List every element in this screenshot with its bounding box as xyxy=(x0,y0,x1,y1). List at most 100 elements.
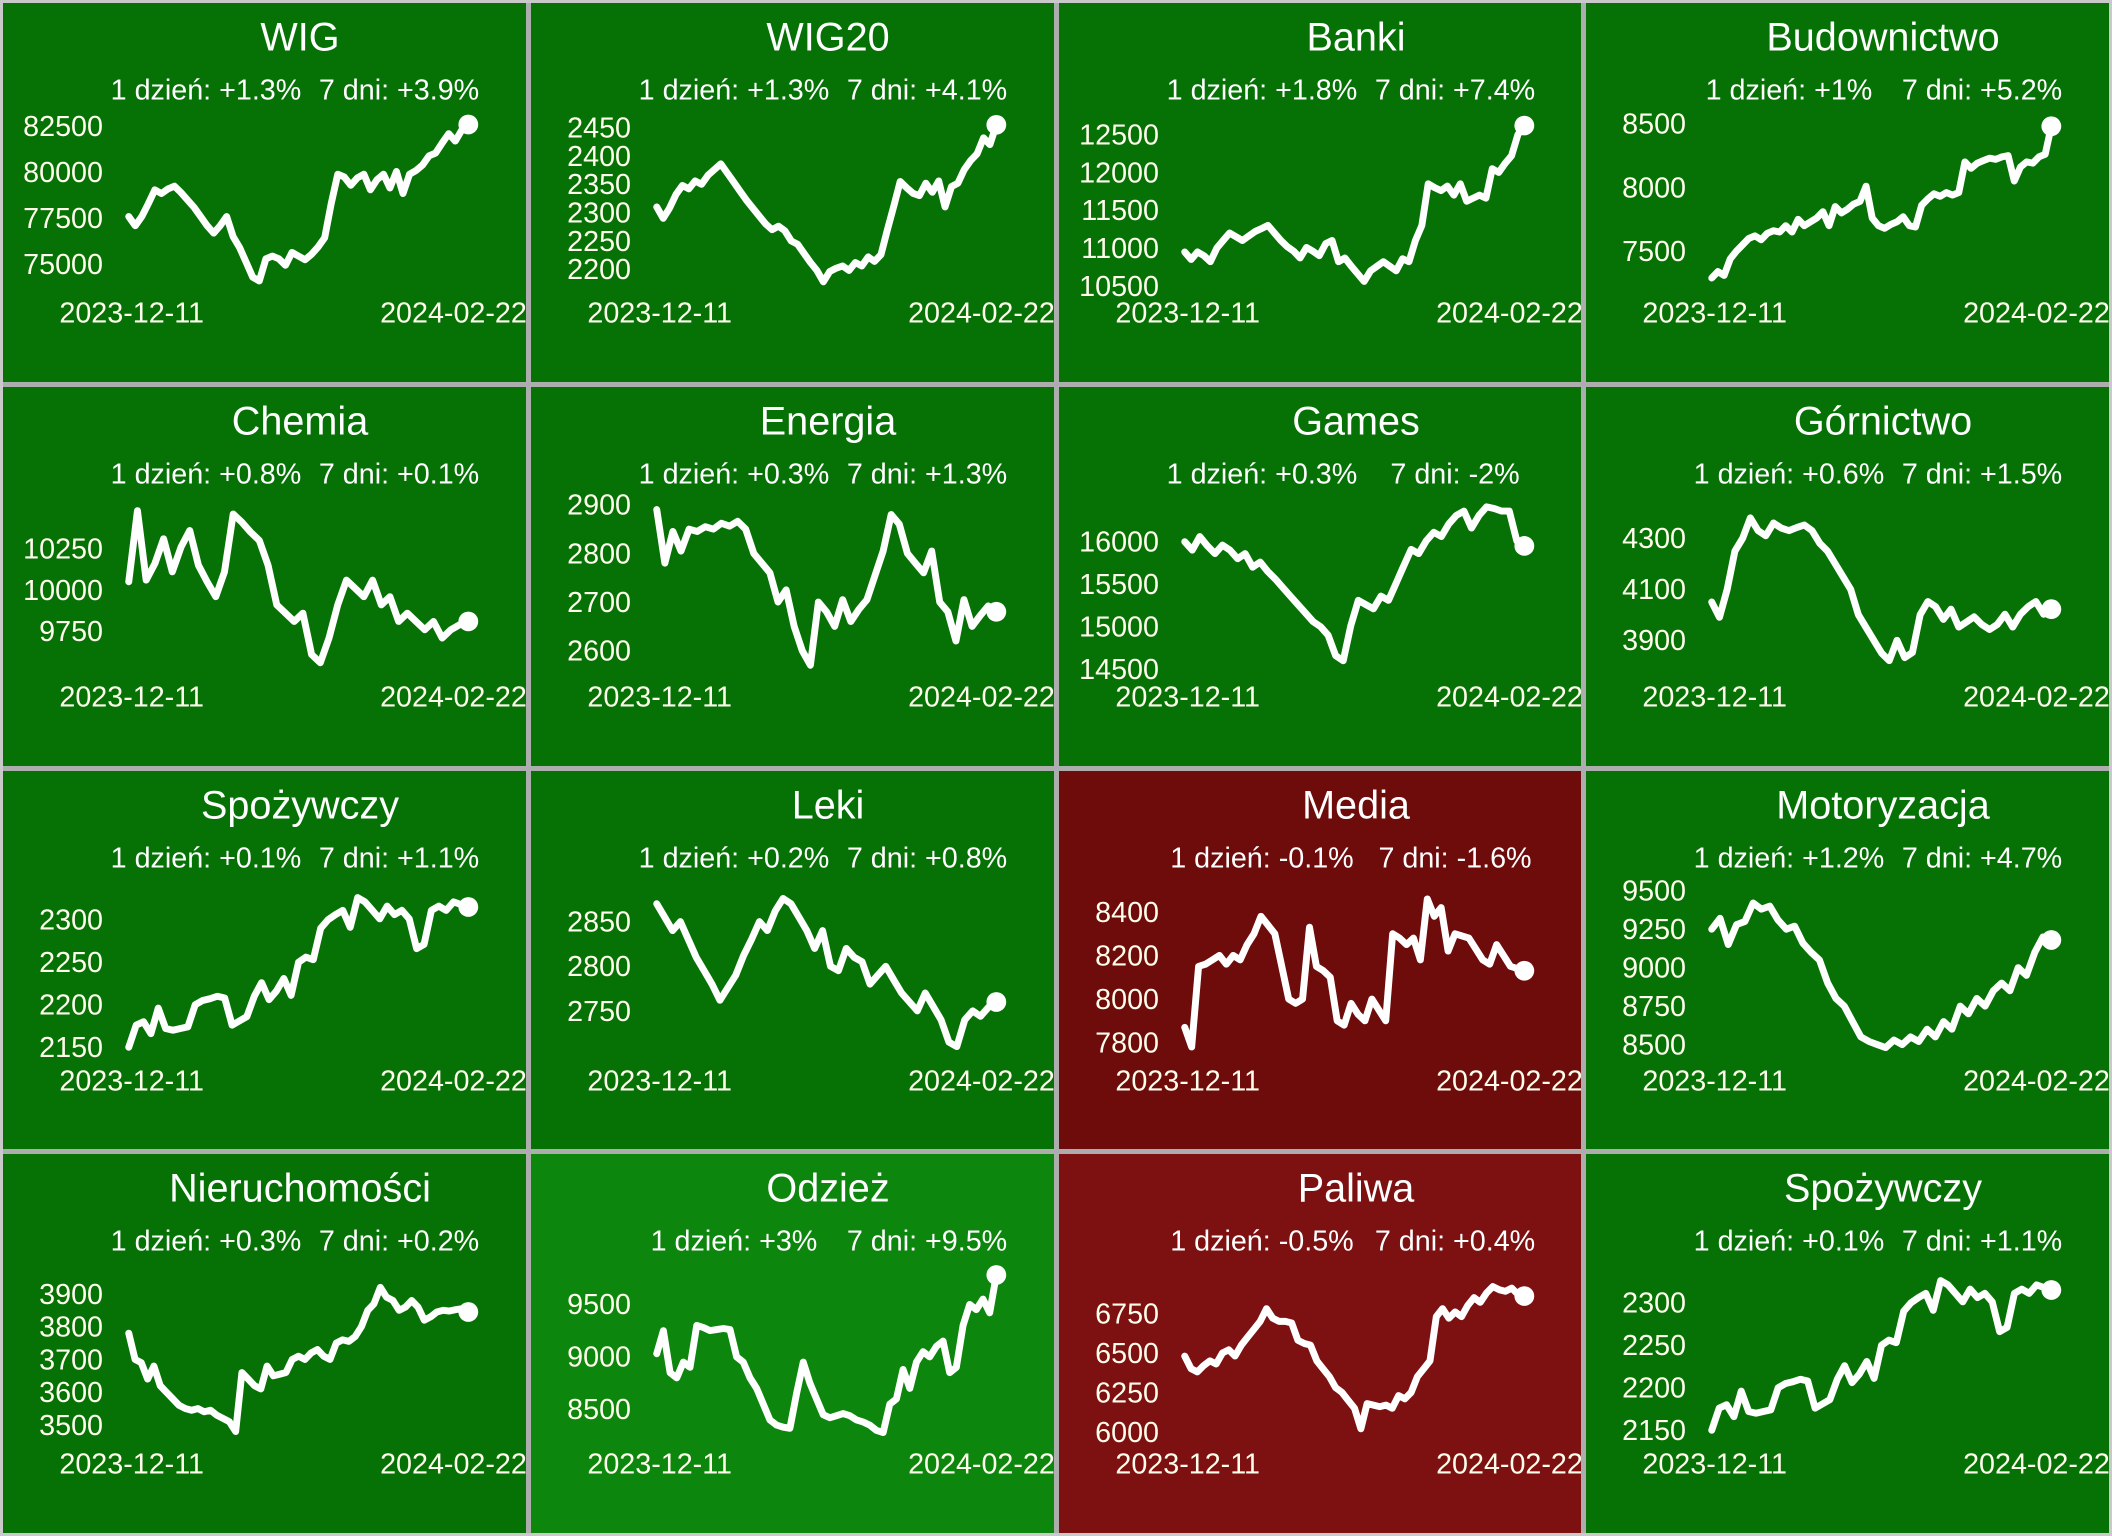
x-start-label: 2023-12-11 xyxy=(59,298,204,330)
sector-chart-svg-7: Górnictwo 1 dzień: +0.6% 7 dni: +1.5% 4300 4… xyxy=(1622,399,2109,713)
week-change-label: 7 dni: +3.9% xyxy=(319,75,479,107)
y-tick-label: 2250 xyxy=(1622,1330,1686,1362)
x-end-label: 2024-02-22 xyxy=(1963,298,2109,330)
x-start-label: 2023-12-11 xyxy=(587,298,732,330)
price-line xyxy=(1180,503,1528,664)
week-change-label: 7 dni: +1.1% xyxy=(1902,1226,2062,1258)
y-tick-label: 9750 xyxy=(39,616,103,648)
chart-title: Spożywczy xyxy=(201,783,399,827)
last-point-marker xyxy=(1513,1286,1534,1307)
sector-chart-svg-13: Odzież 1 dzień: +3% 7 dni: +9.5% 9500 9000 85… xyxy=(567,1167,1054,1481)
day-change-label: 1 dzień: +1.3% xyxy=(111,75,302,107)
sector-chart-svg-0: WIG 1 dzień: +1.3% 7 dni: +3.9% 82500 80000 7… xyxy=(23,15,526,330)
price-line xyxy=(1708,122,2056,282)
x-end-label: 2024-02-22 xyxy=(1436,298,1582,330)
week-change-label: 7 dni: +4.1% xyxy=(847,75,1007,107)
y-tick-label: 10000 xyxy=(23,575,103,607)
last-point-marker xyxy=(458,1302,479,1323)
y-tick-label: 3500 xyxy=(39,1410,103,1442)
y-tick-label: 6250 xyxy=(1095,1378,1159,1410)
x-end-label: 2024-02-22 xyxy=(1436,681,1582,713)
x-start-label: 2023-12-11 xyxy=(587,1065,732,1097)
week-change-label: 7 dni: +9.5% xyxy=(847,1226,1007,1258)
price-line xyxy=(1708,514,2056,664)
sector-tile-10: Media 1 dzień: -0.1% 7 dni: -1.6% 8400 8200 8… xyxy=(1058,770,1582,1150)
x-start-label: 2023-12-11 xyxy=(59,1449,204,1481)
y-tick-label: 14500 xyxy=(1079,654,1159,686)
x-start-label: 2023-12-11 xyxy=(59,681,204,713)
chart-title: Górnictwo xyxy=(1794,399,1972,443)
y-tick-label: 9500 xyxy=(1622,875,1686,907)
sector-tile-12: Nieruchomości 1 dzień: +0.3% 7 dni: +0.2% 3… xyxy=(3,1154,526,1533)
price-line xyxy=(1180,1283,1528,1433)
y-tick-label: 9500 xyxy=(567,1290,631,1322)
chart-title: Leki xyxy=(791,783,864,827)
y-tick-label: 12500 xyxy=(1079,120,1159,152)
sector-chart-svg-10: Media 1 dzień: -0.1% 7 dni: -1.6% 8400 8200 8… xyxy=(1095,783,1582,1097)
last-point-marker xyxy=(986,1265,1006,1286)
y-tick-label: 4300 xyxy=(1622,523,1686,555)
y-tick-label: 12000 xyxy=(1079,157,1159,189)
x-end-label: 2024-02-22 xyxy=(908,1065,1054,1097)
sector-tile-4: Chemia 1 dzień: +0.8% 7 dni: +0.1% 10250 100… xyxy=(3,386,526,766)
chart-title: Games xyxy=(1292,399,1420,443)
week-change-label: 7 dni: +4.7% xyxy=(1902,842,2062,874)
price-line xyxy=(125,506,472,666)
y-tick-label: 82500 xyxy=(23,111,103,143)
last-point-marker xyxy=(1513,960,1534,981)
y-tick-label: 80000 xyxy=(23,157,103,189)
sector-tile-14: Paliwa 1 dzień: -0.5% 7 dni: +0.4% 6750 6500… xyxy=(1058,1154,1582,1533)
price-line xyxy=(125,893,472,1051)
sector-chart-svg-6: Games 1 dzień: +0.3% 7 dni: -2% 16000 15500 1… xyxy=(1079,399,1582,713)
day-change-label: 1 dzień: +0.6% xyxy=(1694,458,1885,490)
x-end-label: 2024-02-22 xyxy=(908,1449,1054,1481)
chart-title: Media xyxy=(1302,783,1410,827)
y-tick-label: 9250 xyxy=(1622,914,1686,946)
y-tick-label: 4100 xyxy=(1622,574,1686,606)
y-tick-label: 2800 xyxy=(567,951,631,983)
y-tick-label: 11000 xyxy=(1081,233,1159,265)
price-line xyxy=(125,1284,472,1436)
day-change-label: 1 dzień: +1.8% xyxy=(1166,75,1357,107)
sector-chart-svg-3: Budownictwo 1 dzień: +1% 7 dni: +5.2% 8500 8… xyxy=(1622,15,2109,330)
y-tick-label: 2800 xyxy=(567,538,631,570)
y-tick-label: 2150 xyxy=(39,1032,103,1064)
day-change-label: 1 dzień: +0.3% xyxy=(1166,458,1357,490)
last-point-marker xyxy=(986,601,1006,622)
x-start-label: 2023-12-11 xyxy=(1115,1449,1260,1481)
sector-tile-1: WIG20 1 dzień: +1.3% 7 dni: +4.1% 2450 2400 2… xyxy=(530,3,1054,382)
sector-tile-5: Energia 1 dzień: +0.3% 7 dni: +1.3% 2900 280… xyxy=(530,386,1054,766)
chart-title: Motoryzacja xyxy=(1777,783,1990,827)
y-tick-label: 2150 xyxy=(1622,1415,1686,1447)
sector-tile-15: Spożywczy 1 dzień: +0.1% 7 dni: +1.1% 2300 2… xyxy=(1586,1154,2109,1533)
y-tick-label: 15500 xyxy=(1079,569,1159,601)
day-change-label: 1 dzień: +0.8% xyxy=(111,458,302,490)
day-change-label: 1 dzień: +0.3% xyxy=(111,1226,302,1258)
y-tick-label: 3900 xyxy=(1622,625,1686,657)
y-tick-label: 8500 xyxy=(1622,109,1686,141)
x-end-label: 2024-02-22 xyxy=(380,681,526,713)
chart-title: Paliwa xyxy=(1297,1167,1414,1211)
x-start-label: 2023-12-11 xyxy=(1643,1065,1788,1097)
day-change-label: 1 dzień: +3% xyxy=(650,1226,817,1258)
chart-title: Odzież xyxy=(766,1167,889,1211)
sector-tile-7: Górnictwo 1 dzień: +0.6% 7 dni: +1.5% 4300 4… xyxy=(1586,386,2109,766)
x-end-label: 2024-02-22 xyxy=(908,298,1054,330)
y-tick-label: 7800 xyxy=(1095,1027,1159,1059)
last-point-marker xyxy=(1513,535,1534,556)
chart-title: WIG xyxy=(260,15,339,59)
y-tick-label: 15000 xyxy=(1079,611,1159,643)
y-tick-label: 2350 xyxy=(567,169,631,201)
y-tick-label: 8750 xyxy=(1622,991,1686,1023)
last-point-marker xyxy=(458,896,479,917)
day-change-label: 1 dzień: +1.2% xyxy=(1694,842,1885,874)
x-start-label: 2023-12-11 xyxy=(1115,298,1260,330)
day-change-label: 1 dzień: +0.1% xyxy=(1694,1226,1885,1258)
y-tick-label: 16000 xyxy=(1079,526,1159,558)
last-point-marker xyxy=(2041,929,2062,950)
x-start-label: 2023-12-11 xyxy=(1643,1449,1788,1481)
x-end-label: 2024-02-22 xyxy=(1436,1065,1582,1097)
chart-title: Spożywczy xyxy=(1784,1167,1982,1211)
chart-title: WIG20 xyxy=(766,15,889,59)
week-change-label: 7 dni: +0.8% xyxy=(847,842,1007,874)
